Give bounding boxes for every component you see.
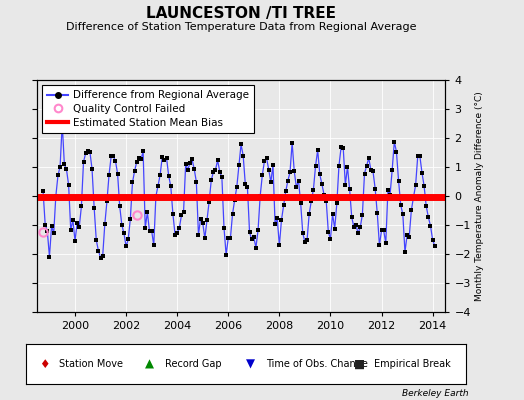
Text: ■: ■ [354,358,365,370]
Y-axis label: Monthly Temperature Anomaly Difference (°C): Monthly Temperature Anomaly Difference (… [475,91,484,301]
Text: ▲: ▲ [145,358,154,370]
Legend: Difference from Regional Average, Quality Control Failed, Estimated Station Mean: Difference from Regional Average, Qualit… [42,85,254,133]
Text: Record Gap: Record Gap [165,359,222,369]
Text: Berkeley Earth: Berkeley Earth [402,389,469,398]
Text: Empirical Break: Empirical Break [374,359,451,369]
Text: Difference of Station Temperature Data from Regional Average: Difference of Station Temperature Data f… [66,22,416,32]
Text: Station Move: Station Move [59,359,123,369]
Text: LAUNCESTON /TI TREE: LAUNCESTON /TI TREE [146,6,336,21]
Text: ▼: ▼ [246,358,255,370]
Text: ♦: ♦ [39,358,50,370]
Text: Time of Obs. Change: Time of Obs. Change [266,359,368,369]
